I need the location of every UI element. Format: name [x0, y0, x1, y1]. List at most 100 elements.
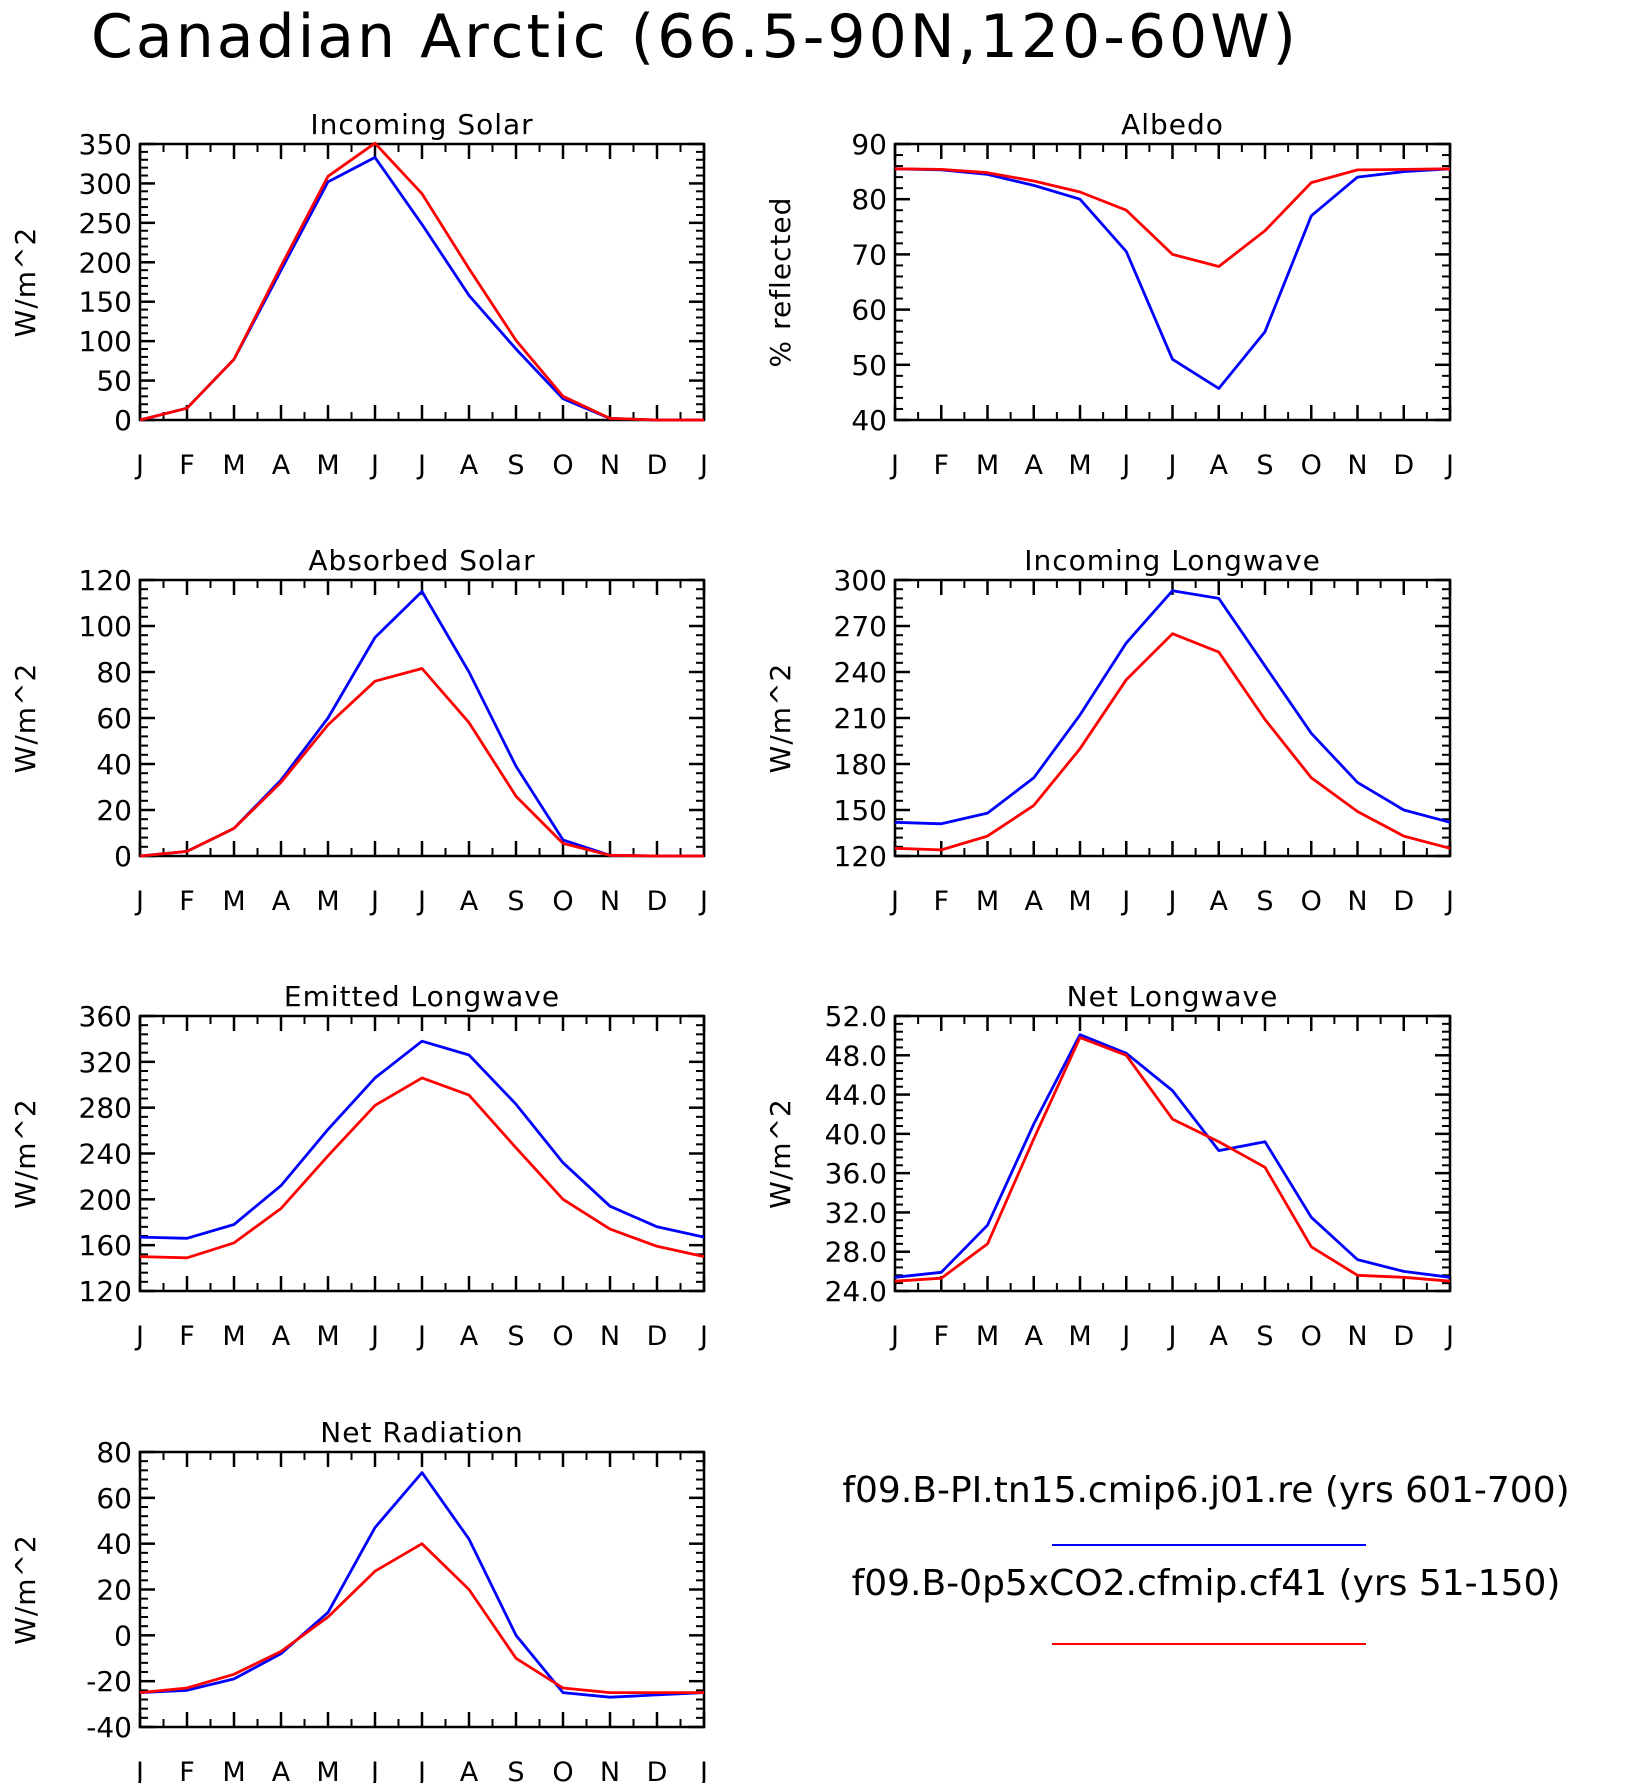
- chart-7-xtick-label: M: [316, 1757, 339, 1783]
- chart-3-xtick-label: S: [507, 886, 524, 917]
- chart-1-xtick-label: A: [272, 450, 291, 481]
- chart-7-ytick-label: 80: [96, 1436, 132, 1469]
- chart-5-ylabel: W/m^2: [9, 1098, 42, 1209]
- chart-5-xtick-label: M: [222, 1321, 245, 1352]
- chart-5-xtick-label: J: [698, 1321, 708, 1352]
- chart-1-ytick-label: 150: [79, 286, 132, 319]
- chart-3-frame: [138, 578, 706, 858]
- chart-4-ytick-label: 270: [834, 610, 887, 643]
- chart-5-ytick-label: 200: [79, 1183, 132, 1216]
- chart-3-ytick-label: 20: [96, 794, 132, 827]
- chart-4-ytick-label: 180: [834, 748, 887, 781]
- chart-1-xtick-label: J: [134, 450, 144, 481]
- chart-3-series-line-2: [139, 667, 704, 858]
- chart-1-ytick-label: 350: [79, 128, 132, 161]
- chart-7-xtick-label: J: [369, 1757, 379, 1783]
- chart-5-ytick-label: 320: [79, 1046, 132, 1079]
- chart-4-xtick-label: N: [1347, 886, 1367, 917]
- chart-6-xtick-label: F: [933, 1321, 949, 1352]
- page-title: Canadian Arctic (66.5-90N,120-60W): [91, 2, 1299, 72]
- chart-1-ytick-label: 250: [79, 207, 132, 240]
- chart-2-ytick-label: 70: [851, 238, 887, 271]
- chart-6-xtick-label: S: [1256, 1321, 1273, 1352]
- chart-7-xtick-label: D: [647, 1757, 668, 1783]
- chart-2-xtick-label: F: [933, 450, 949, 481]
- chart-5-series-line-1: [139, 1039, 705, 1240]
- chart-3-ytick-label: 100: [79, 610, 132, 643]
- chart-5-series-line-2: [139, 1076, 705, 1260]
- chart-5-xtick-label: M: [316, 1321, 339, 1352]
- chart-2-ytick-label: 60: [851, 294, 887, 327]
- chart-2-xtick-label: J: [1167, 450, 1177, 481]
- chart-2-series-line-1: [894, 167, 1451, 390]
- chart-5-ytick-label: 240: [79, 1138, 132, 1171]
- chart-7-ytick-label: 0: [114, 1619, 132, 1652]
- chart-4-xtick-label: F: [933, 886, 949, 917]
- chart-4-ytick-label: 120: [834, 840, 887, 873]
- chart-6-xtick-label: J: [1120, 1321, 1130, 1352]
- chart-1-xtick-label: J: [416, 450, 426, 481]
- chart-1-xtick-label: J: [369, 450, 379, 481]
- chart-3-ytick-label: 0: [114, 840, 132, 873]
- chart-7-xtick-label: S: [507, 1757, 524, 1783]
- chart-3-xtick-label: J: [698, 886, 708, 917]
- chart-2-frame: [893, 142, 1452, 422]
- chart-5-xtick-label: J: [416, 1321, 426, 1352]
- chart-3-ytick-label: 40: [96, 748, 132, 781]
- chart-3-xtick-label: A: [460, 886, 479, 917]
- chart-1-ylabel: W/m^2: [9, 227, 42, 338]
- chart-5-xtick-label: A: [272, 1321, 291, 1352]
- chart-1-xtick-label: J: [698, 450, 708, 481]
- chart-2-ytick-label: 40: [851, 404, 887, 437]
- chart-4-xtick-label: M: [976, 886, 999, 917]
- chart-5-xtick-label: N: [600, 1321, 620, 1352]
- chart-6-series-line-1: [894, 1033, 1451, 1279]
- chart-4-xtick-label: J: [1167, 886, 1177, 917]
- chart-2-xtick-label: J: [1120, 450, 1130, 481]
- chart-2-series-line-2: [894, 167, 1451, 268]
- chart-6-series-line-2: [894, 1036, 1451, 1283]
- chart-3-ylabel: W/m^2: [9, 663, 42, 774]
- chart-5-title: Emitted Longwave: [284, 980, 560, 1013]
- chart-6-xtick-label: J: [889, 1321, 899, 1352]
- chart-6-xtick-label: J: [1444, 1321, 1454, 1352]
- chart-4-series-line-1: [894, 589, 1451, 826]
- chart-2-xtick-label: S: [1256, 450, 1273, 481]
- chart-3-xtick-label: J: [369, 886, 379, 917]
- chart-4-series-line-2: [894, 632, 1451, 852]
- chart-7-title: Net Radiation: [320, 1416, 523, 1449]
- chart-2-ytick-label: 50: [851, 349, 887, 382]
- chart-6-ytick-label: 48.0: [825, 1039, 887, 1072]
- chart-6-ytick-label: 40.0: [825, 1118, 887, 1151]
- chart-4-xtick-label: S: [1256, 886, 1273, 917]
- chart-7-xtick-label: J: [698, 1757, 708, 1783]
- legend-label-series-2: f09.B-0p5xCO2.cfmip.cf41 (yrs 51-150): [851, 1563, 1561, 1604]
- chart-5-frame: [138, 1014, 706, 1293]
- chart-6-xtick-label: M: [1068, 1321, 1091, 1352]
- chart-2-ylabel: % reflected: [764, 197, 797, 368]
- chart-1-ytick-label: 300: [79, 167, 132, 200]
- chart-4-ytick-label: 210: [834, 702, 887, 735]
- chart-7-ylabel: W/m^2: [9, 1534, 42, 1645]
- chart-1-xtick-label: O: [552, 450, 573, 481]
- chart-2-xtick-label: A: [1210, 450, 1229, 481]
- chart-6-ytick-label: 52.0: [825, 1000, 887, 1033]
- chart-2-xtick-label: M: [976, 450, 999, 481]
- chart-4-xtick-label: O: [1301, 886, 1322, 917]
- chart-4-xtick-label: J: [1120, 886, 1130, 917]
- chart-4-xtick-label: J: [889, 886, 899, 917]
- chart-6-ytick-label: 28.0: [825, 1236, 887, 1269]
- chart-7-xtick-label: J: [134, 1757, 144, 1783]
- chart-1-xtick-label: M: [316, 450, 339, 481]
- chart-1-series-line-2: [139, 141, 704, 422]
- chart-7-xtick-label: O: [552, 1757, 573, 1783]
- chart-7-ytick-label: -20: [86, 1665, 132, 1698]
- chart-5-xtick-label: J: [134, 1321, 144, 1352]
- chart-1-ytick-label: 200: [79, 246, 132, 279]
- chart-6-ytick-label: 32.0: [825, 1196, 887, 1229]
- chart-1-ytick-label: 50: [96, 365, 132, 398]
- chart-3-title: Absorbed Solar: [308, 544, 535, 577]
- chart-7-xtick-label: F: [179, 1757, 195, 1783]
- chart-6-xtick-label: A: [1025, 1321, 1044, 1352]
- chart-7-frame: [138, 1450, 706, 1729]
